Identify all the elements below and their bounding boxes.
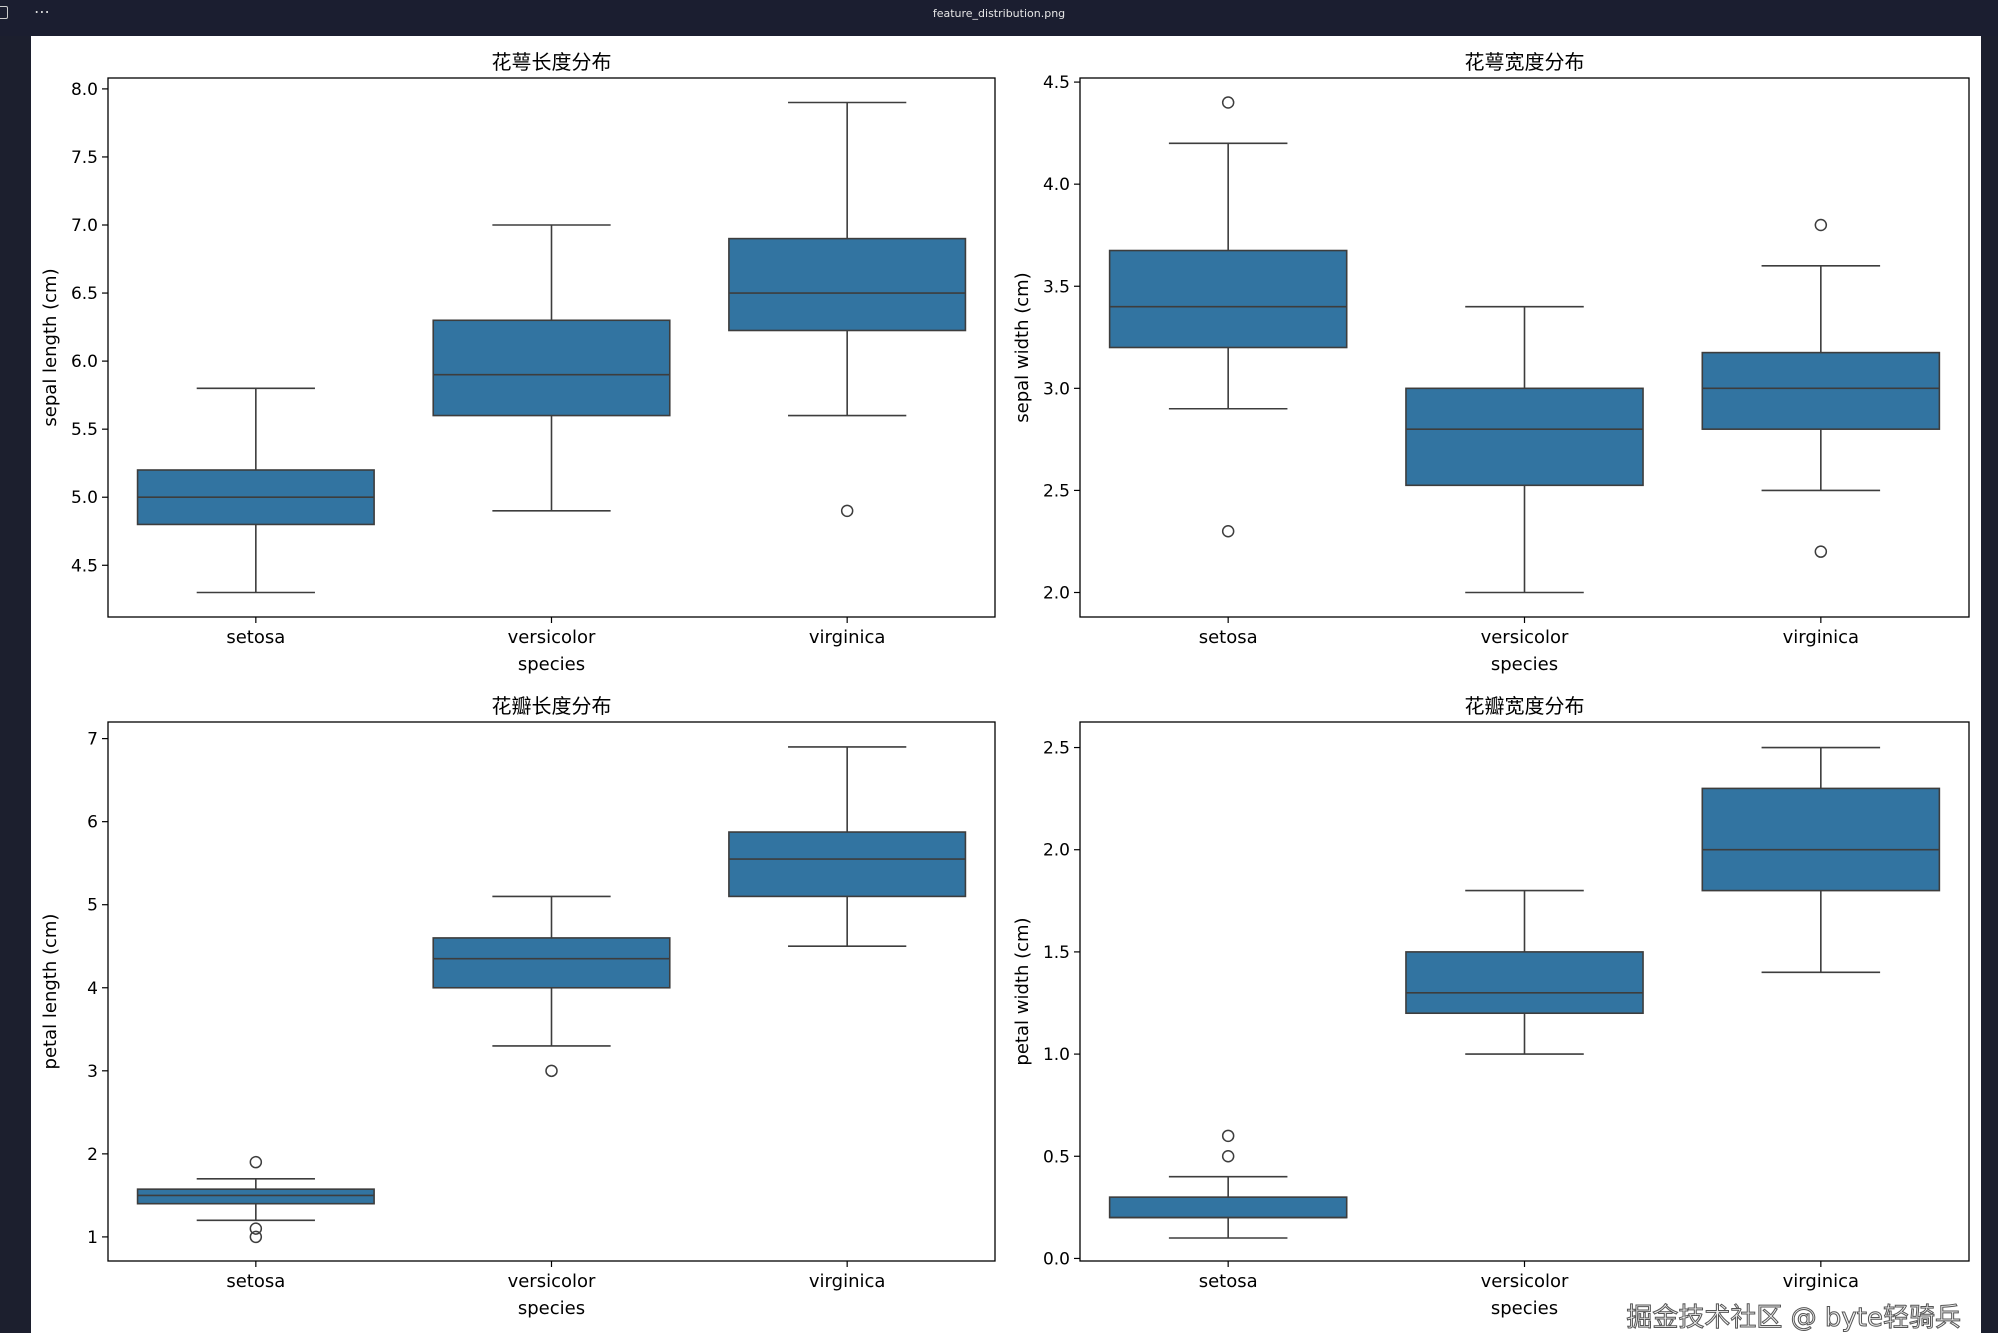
x-axis-label: species — [518, 1298, 585, 1319]
y-tick-label: 5.0 — [71, 488, 98, 508]
y-axis-label: sepal width (cm) — [1012, 272, 1033, 422]
outlier-point — [249, 1230, 263, 1244]
axes-frame — [1079, 77, 1970, 618]
x-tick-label: virginica — [809, 1271, 886, 1292]
x-tick-label: versicolor — [508, 1271, 596, 1292]
y-tick-label: 3.0 — [1043, 379, 1070, 399]
box-virginica — [1701, 787, 1941, 892]
outlier-point — [1221, 1129, 1235, 1143]
y-tick-label: 3.5 — [1043, 277, 1070, 297]
box-versicolor — [1405, 387, 1644, 487]
y-tick-label: 5 — [87, 896, 98, 916]
y-axis-label: petal width (cm) — [1012, 917, 1033, 1065]
y-tick-label: 3 — [87, 1062, 98, 1082]
y-axis-label: petal length (cm) — [40, 914, 61, 1070]
y-tick-label: 0.0 — [1043, 1249, 1070, 1269]
y-tick-label: 6 — [87, 813, 98, 833]
outlier-point — [249, 1155, 263, 1169]
box-virginica — [728, 237, 967, 332]
y-tick-label: 6.0 — [71, 352, 98, 372]
box-versicolor — [432, 937, 671, 989]
y-tick-label: 4.5 — [71, 556, 98, 576]
box-versicolor — [432, 319, 671, 417]
y-tick-label: 2 — [87, 1145, 98, 1165]
ellipsis-icon[interactable]: ⋯ — [34, 2, 50, 21]
y-tick-label: 4.0 — [1043, 175, 1070, 195]
outlier-point — [249, 1222, 263, 1235]
axes-frame — [1079, 721, 1970, 1262]
y-tick-label: 1.0 — [1043, 1045, 1070, 1065]
x-tick-label: versicolor — [1481, 1271, 1569, 1292]
outlier-point — [840, 504, 854, 518]
box-setosa — [1108, 249, 1348, 349]
x-axis-label: species — [1491, 654, 1558, 675]
y-tick-label: 4.5 — [1043, 73, 1070, 93]
outlier-point — [545, 1064, 558, 1078]
x-tick-label: setosa — [1199, 627, 1258, 648]
x-tick-label: virginica — [1783, 627, 1860, 648]
sidebar-toggle-icon[interactable] — [0, 6, 8, 19]
outlier-point — [1814, 545, 1828, 558]
outlier-point — [1221, 525, 1235, 538]
watermark: 掘金技术社区 @ byte轻骑兵 — [1626, 1303, 1962, 1333]
y-tick-label: 8.0 — [71, 80, 98, 100]
y-tick-label: 2.0 — [1043, 584, 1070, 604]
x-axis-label: species — [518, 654, 585, 675]
box-virginica — [1701, 351, 1941, 430]
x-tick-label: versicolor — [1481, 627, 1569, 648]
title-bar: ⋯ feature_distribution.png — [0, 0, 1998, 36]
y-tick-label: 0.5 — [1043, 1147, 1070, 1167]
subplot-title: 花萼长度分布 — [492, 50, 612, 74]
box-setosa — [136, 1188, 375, 1205]
x-axis-label: species — [1491, 1298, 1558, 1319]
x-tick-label: setosa — [1199, 1271, 1258, 1292]
subplot-title: 花瓣宽度分布 — [1465, 694, 1585, 718]
y-tick-label: 4 — [87, 979, 98, 999]
box-setosa — [1108, 1196, 1348, 1219]
y-tick-label: 2.0 — [1043, 841, 1070, 861]
y-tick-label: 7.0 — [71, 216, 98, 236]
subplot-title: 花瓣长度分布 — [492, 694, 612, 718]
y-tick-label: 2.5 — [1043, 481, 1070, 501]
box-virginica — [728, 831, 967, 898]
y-tick-label: 6.5 — [71, 284, 98, 304]
window-title: feature_distribution.png — [932, 7, 1066, 20]
x-tick-label: setosa — [226, 1271, 285, 1292]
y-tick-label: 7.5 — [71, 148, 98, 168]
axes-frame — [107, 721, 996, 1262]
outlier-point — [1221, 1150, 1235, 1163]
axes-frame — [107, 77, 996, 618]
outlier-point — [1814, 218, 1828, 232]
outlier-point — [1221, 96, 1235, 109]
y-tick-label: 5.5 — [71, 420, 98, 440]
y-tick-label: 1.5 — [1043, 943, 1070, 963]
subplot-title: 花萼宽度分布 — [1465, 50, 1585, 74]
image-canvas: 花萼长度分布 species sepal length (cm) 4.5 5.0 5.5 6… — [31, 36, 1981, 1333]
boxplot-figure: 花萼长度分布 species sepal length (cm) 4.5 5.0 5.5 6… — [40, 50, 1970, 1319]
x-tick-label: versicolor — [508, 627, 596, 648]
x-tick-label: virginica — [1783, 1271, 1860, 1292]
x-tick-label: virginica — [809, 627, 886, 648]
y-tick-label: 1 — [87, 1228, 98, 1248]
x-tick-label: setosa — [226, 627, 285, 648]
box-versicolor — [1405, 951, 1644, 1015]
y-tick-label: 7 — [87, 730, 98, 750]
y-tick-label: 2.5 — [1043, 739, 1070, 759]
y-axis-label: sepal length (cm) — [40, 268, 61, 426]
